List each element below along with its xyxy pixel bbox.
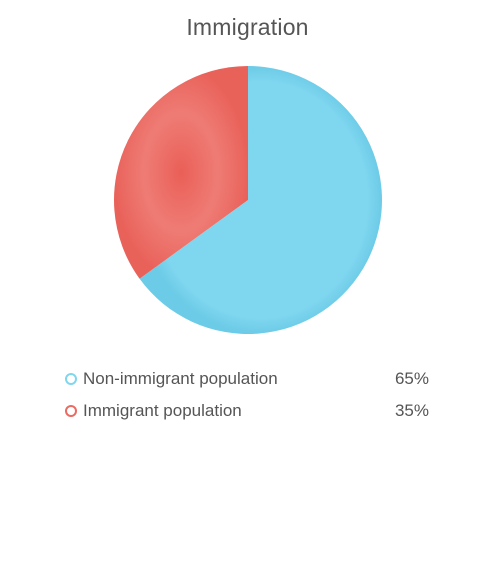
legend-marker-icon bbox=[65, 373, 77, 385]
legend-label: Immigrant population bbox=[83, 401, 242, 420]
legend-value: 65% bbox=[394, 369, 429, 388]
legend: Non-immigrant population 65% Immigrant p… bbox=[64, 368, 429, 432]
legend-item-immigrant[interactable]: Immigrant population 35% bbox=[64, 400, 429, 432]
pie-slice-non-immigrant[interactable] bbox=[139, 66, 383, 334]
pie-slice-immigrant[interactable] bbox=[114, 66, 248, 279]
legend-item-non-immigrant[interactable]: Non-immigrant population 65% bbox=[64, 368, 429, 400]
pie-chart bbox=[114, 66, 383, 334]
legend-value: 35% bbox=[394, 401, 429, 420]
legend-marker-icon bbox=[65, 405, 77, 417]
legend-label: Non-immigrant population bbox=[83, 369, 278, 388]
chart-title: Immigration bbox=[186, 14, 309, 40]
